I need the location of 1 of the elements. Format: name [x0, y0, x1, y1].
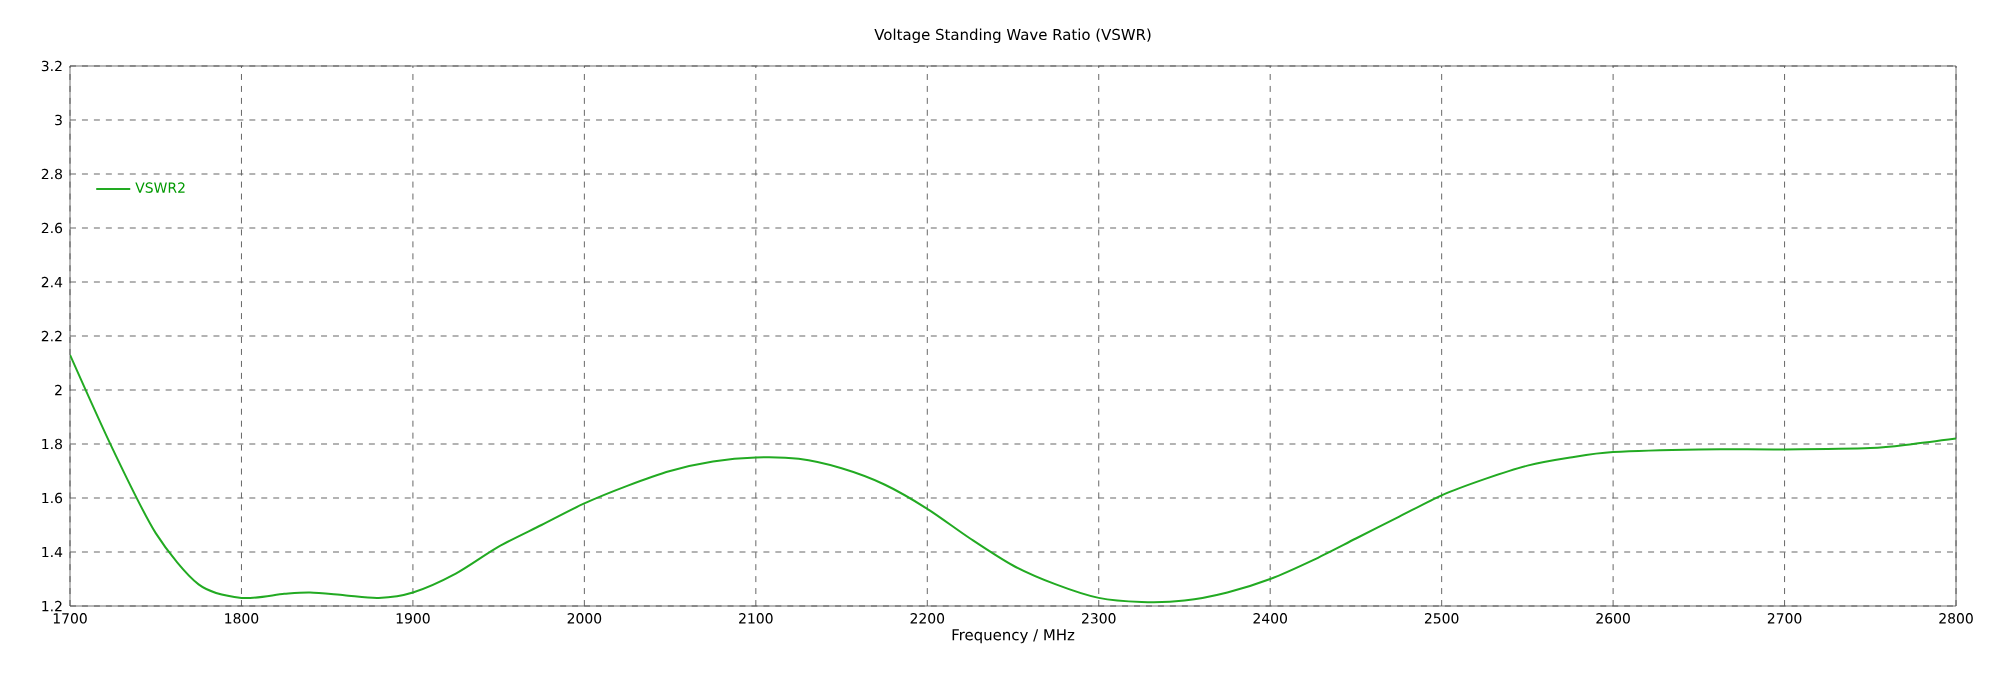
line-series — [70, 353, 1957, 603]
